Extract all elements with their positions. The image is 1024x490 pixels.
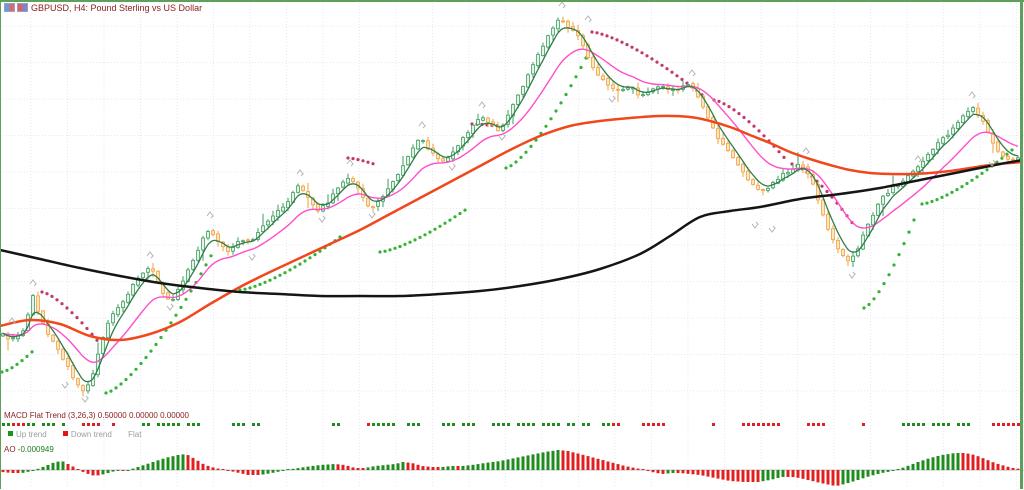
macd-label: MACD Flat Trend (3,26,3) 0.50000 0.00000… bbox=[4, 411, 190, 420]
bottom-frame-line bbox=[0, 0, 1024, 2]
ao-label: AO -0.000949 bbox=[4, 445, 54, 454]
chart-badge-icon[interactable] bbox=[4, 3, 15, 12]
indicator-badge-icon[interactable] bbox=[17, 3, 28, 12]
legend-flat: Flat bbox=[128, 430, 142, 439]
ao-panel[interactable] bbox=[0, 443, 1024, 487]
macd-legend: Up trend Down trend Flat bbox=[8, 430, 155, 440]
legend-down-trend: Down trend bbox=[62, 430, 112, 439]
right-frame-line bbox=[1020, 0, 1023, 489]
green-square-icon bbox=[8, 431, 13, 436]
top-frame-line bbox=[0, 0, 1024, 1]
left-frame-line bbox=[0, 0, 1, 489]
symbol-title: GBPUSD, H4: Pound Sterling vs US Dollar bbox=[31, 3, 203, 13]
legend-up-trend: Up trend bbox=[8, 430, 47, 439]
price-chart[interactable] bbox=[0, 0, 1024, 408]
macd-panel[interactable] bbox=[0, 410, 1024, 441]
ao-value: -0.000949 bbox=[17, 445, 54, 454]
red-square-icon bbox=[62, 431, 68, 436]
